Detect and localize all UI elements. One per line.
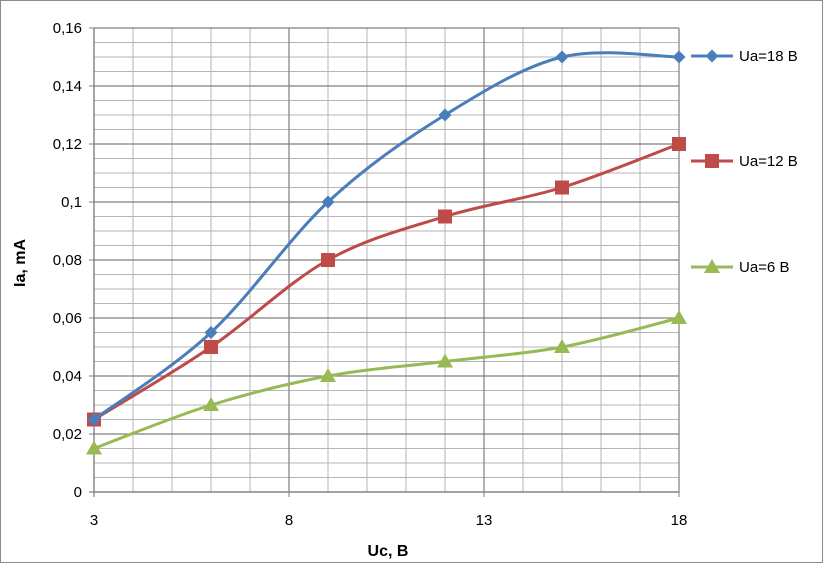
data-point-marker xyxy=(204,340,218,354)
legend-label: Ua=6 В xyxy=(739,259,789,276)
data-point-marker xyxy=(320,368,336,382)
x-tick-label: 8 xyxy=(285,512,293,529)
y-tick-label: 0,08 xyxy=(53,252,82,269)
y-tick-label: 0,16 xyxy=(53,20,82,37)
x-tick-label: 3 xyxy=(90,512,98,529)
legend-marker xyxy=(705,49,719,63)
y-tick-label: 0 xyxy=(74,484,82,501)
legend-entry: Ua=12 В xyxy=(691,153,798,170)
y-tick-label: 0,04 xyxy=(53,368,82,385)
data-point-marker xyxy=(437,353,453,368)
data-point-marker xyxy=(203,397,219,411)
data-point-marker xyxy=(438,108,452,122)
data-point-marker xyxy=(672,137,686,151)
grid xyxy=(93,27,680,493)
y-tick-label: 0,06 xyxy=(53,310,82,327)
series-diamond xyxy=(87,50,686,426)
data-point-marker xyxy=(555,50,569,64)
y-tick-label: 0,1 xyxy=(61,194,82,211)
legend-entry: Ua=6 В xyxy=(691,259,789,276)
data-point-marker xyxy=(438,209,452,224)
data-point-marker xyxy=(672,50,686,64)
series-layer xyxy=(86,50,687,455)
legend-marker xyxy=(705,154,719,168)
legend-marker xyxy=(704,259,720,273)
x-tick-label: 18 xyxy=(671,512,688,529)
y-tick-label: 0,02 xyxy=(53,426,82,443)
series-line xyxy=(92,142,681,421)
data-point-marker xyxy=(204,326,218,339)
legend-label: Ua=18 В xyxy=(739,48,798,65)
y-axis-title: Ia, mA xyxy=(12,239,29,287)
legend-entry: Ua=18 В xyxy=(691,48,798,65)
x-axis-title: Uc, В xyxy=(368,543,409,560)
series-triangle xyxy=(86,310,687,455)
y-tick-label: 0,14 xyxy=(53,78,82,95)
legend: Ua=18 В Ua=12 В Ua=6 В xyxy=(691,48,798,276)
data-point-marker xyxy=(86,440,102,455)
x-tick-label: 13 xyxy=(476,512,493,529)
series-line xyxy=(92,316,681,450)
data-point-marker xyxy=(555,180,569,195)
data-point-marker xyxy=(671,310,687,324)
tick-labels: 0 0,02 0,04 0,06 0,08 0,1 0,12 0,14 0,16 3 8 13 18 xyxy=(53,20,688,529)
data-point-marker xyxy=(321,253,335,267)
y-tick-label: 0,12 xyxy=(53,136,82,153)
legend-label: Ua=12 В xyxy=(739,153,798,170)
data-point-marker xyxy=(554,339,570,353)
data-point-marker xyxy=(87,413,101,426)
data-point-marker xyxy=(321,195,335,209)
